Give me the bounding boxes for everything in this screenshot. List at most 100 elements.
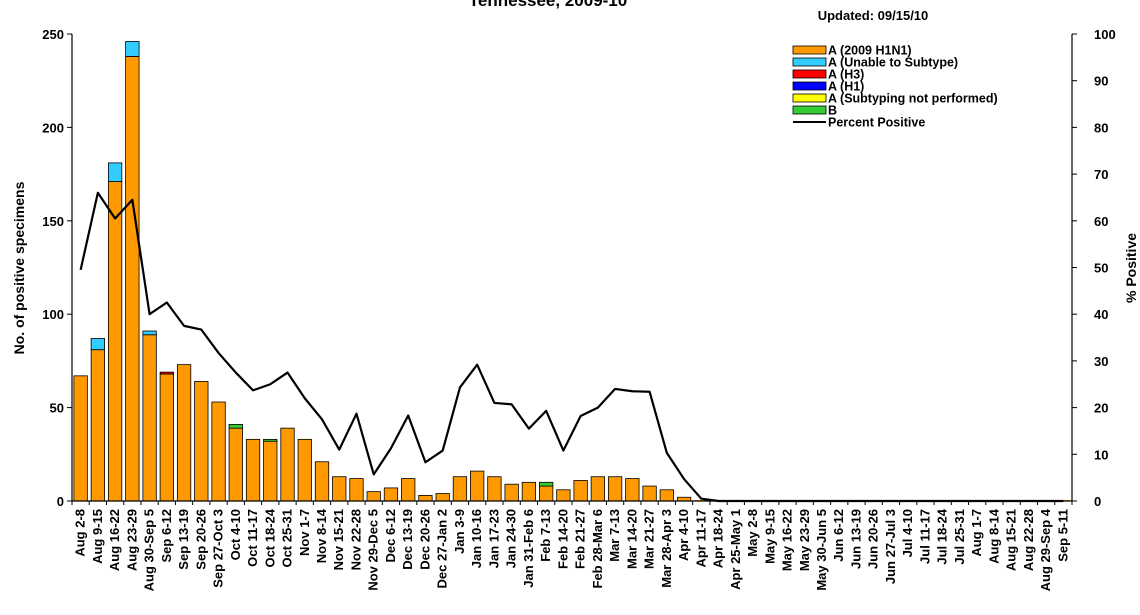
x-tick-label: Apr 18-24: [711, 508, 726, 568]
x-tick-label: Feb 28-Mar 6: [590, 509, 605, 588]
x-tick-label: Mar 21-27: [642, 509, 657, 569]
y2-tick-label: 80: [1094, 120, 1108, 135]
y-axis-title: No. of positive specimens: [11, 181, 27, 354]
chart-title: Tennessee, 2009-10: [469, 0, 627, 10]
bars-layer: [73, 41, 1071, 502]
x-tick-label: Jun 6-12: [831, 509, 846, 562]
x-tick-label: Jul 18-24: [935, 508, 950, 564]
bar-segment-s0-10: [245, 438, 261, 502]
percent-positive-line: [79, 191, 1064, 503]
bar-segment-s1-2: [107, 162, 123, 182]
x-tick-label: Jan 3-9: [452, 509, 467, 554]
y2-tick-label: 30: [1094, 354, 1108, 369]
x-tick-label: Oct 18-24: [262, 508, 277, 567]
x-tick-label: Dec 27-Jan 2: [435, 509, 450, 589]
x-tick-label: Aug 30-Sep 5: [142, 509, 157, 591]
y-tick-label: 0: [57, 494, 64, 509]
y2-axis-title: % Positive: [1123, 233, 1139, 303]
x-tick-label: Mar 7-13: [607, 509, 622, 562]
legend-label: A (Unable to Subtype): [828, 56, 958, 70]
x-tick-label: Mar 14-20: [624, 509, 639, 569]
bar-segment-s0-15: [332, 476, 347, 502]
updated-label: Updated: 09/15/10: [818, 8, 929, 23]
x-tick-label: Jan 17-23: [486, 509, 501, 568]
bar-segment-s0-26: [521, 481, 537, 502]
x-tick-label: May 2-8: [745, 509, 760, 557]
legend-label: Percent Positive: [828, 116, 925, 130]
legend-label: A (Subtyping not performed): [828, 92, 998, 106]
x-tick-label: Mar 28-Apr 3: [659, 509, 674, 588]
x-tick-label: Apr 4-10: [676, 509, 691, 561]
y-axis-ticks: 0 50 100 150 200 250: [42, 27, 72, 509]
x-tick-label: Sep 13-19: [176, 509, 191, 570]
x-tick-label: May 16-22: [780, 509, 795, 571]
bar-segment-s0-31: [607, 476, 623, 502]
x-tick-label: Aug 8-14: [986, 508, 1001, 564]
bar-segment-s0-8: [211, 401, 226, 502]
bar-segment-s0-3: [125, 56, 140, 502]
x-tick-label: Jul 25-31: [952, 509, 967, 565]
legend-swatch: [792, 105, 827, 115]
x-tick-label: Jan 10-16: [469, 509, 484, 568]
bar-segment-s0-25: [504, 483, 519, 502]
x-tick-label: May 9-15: [762, 509, 777, 564]
bar-segment-s0-11: [263, 440, 278, 502]
bar-segment-s0-34: [659, 489, 674, 502]
bar-segment-s1-4: [142, 330, 157, 336]
y2-tick-label: 40: [1094, 307, 1108, 322]
bar-segment-s0-1: [90, 349, 105, 502]
bar-segment-s0-2: [107, 181, 123, 502]
x-tick-label: May 30-Jun 5: [814, 509, 829, 591]
x-tick-label: Dec 20-26: [417, 509, 432, 570]
x-tick-label: Dec 6-12: [383, 509, 398, 562]
x-tick-label: Apr 11-17: [693, 509, 708, 568]
y-tick-label: 200: [42, 120, 64, 135]
bar-segment-s0-16: [349, 478, 364, 502]
y2-tick-label: 60: [1094, 214, 1108, 229]
legend-label: A (H1): [828, 80, 864, 94]
bar-segment-s0-29: [573, 480, 588, 502]
x-tick-label: Aug 9-15: [90, 509, 105, 564]
legend-swatch: [792, 57, 827, 67]
x-tick-label: Feb 7-13: [538, 509, 553, 562]
x-tick-label: Apr 25-May 1: [728, 509, 743, 590]
bar-segment-s5-9: [228, 424, 243, 429]
x-tick-label: Sep 6-12: [159, 509, 174, 562]
bar-segment-s0-9: [228, 427, 243, 502]
bar-segment-s0-5: [159, 373, 174, 502]
x-tick-label: Jun 20-26: [866, 509, 881, 569]
x-axis-ticks: Aug 2-8 Aug 9-15 Aug 16-22 Aug 23-29 Aug 30-…: [71, 501, 1073, 591]
x-tick-label: Dec 13-19: [400, 509, 415, 570]
x-tick-label: Sep 5-11: [1055, 509, 1070, 562]
bar-segment-s1-3: [125, 41, 140, 57]
y-tick-label: 250: [42, 27, 64, 42]
legend-swatch: [792, 93, 827, 103]
x-tick-label: Aug 2-8: [73, 509, 88, 557]
bar-segment-s0-7: [194, 381, 209, 502]
y-tick-label: 50: [50, 401, 64, 416]
legend-label: A (H3): [828, 68, 864, 82]
y2-tick-label: 20: [1094, 401, 1108, 416]
bar-segment-s0-33: [642, 485, 657, 502]
x-tick-label: Jun 13-19: [848, 509, 863, 569]
x-tick-label: Jul 11-17: [917, 509, 932, 564]
legend-swatch: [792, 81, 827, 91]
x-tick-label: Feb 14-20: [555, 509, 570, 569]
x-tick-label: Jun 27-Jul 3: [883, 509, 898, 584]
x-tick-label: Oct 11-17: [245, 509, 260, 567]
x-tick-label: Nov 8-14: [314, 508, 329, 563]
bar-segment-s0-19: [401, 478, 416, 502]
legend-label: B: [828, 104, 837, 118]
bar-segment-s0-13: [297, 438, 312, 502]
bar-segment-s0-23: [470, 470, 485, 502]
legend: A (2009 H1N1)A (Unable to Subtype)A (H3)…: [792, 44, 998, 130]
bar-segment-s0-6: [176, 364, 192, 502]
x-tick-label: Oct 25-31: [280, 509, 295, 568]
x-tick-label: Aug 22-28: [1021, 509, 1036, 571]
bar-segment-s0-24: [487, 476, 502, 502]
bar-segment-s0-18: [383, 487, 399, 502]
y-tick-label: 100: [42, 307, 64, 322]
x-tick-label: Aug 1-7: [969, 509, 984, 557]
legend-swatch: [792, 69, 827, 79]
x-tick-label: Jan 24-30: [504, 509, 519, 568]
